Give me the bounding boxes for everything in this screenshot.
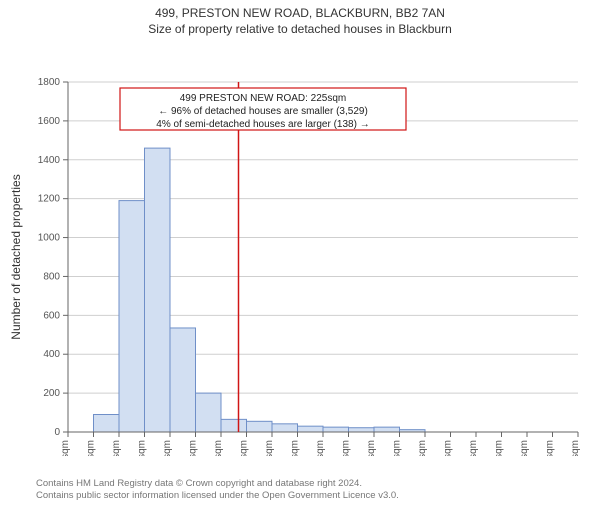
histogram-bar: [323, 427, 349, 432]
histogram-bar: [349, 428, 375, 432]
y-tick-label: 1600: [38, 116, 61, 127]
annotation-line: 499 PRESTON NEW ROAD: 225sqm: [180, 93, 347, 104]
histogram-bar: [247, 421, 273, 432]
histogram-bar: [119, 201, 145, 432]
histogram-bar: [272, 424, 298, 432]
footer-line-2: Contains public sector information licen…: [36, 490, 399, 502]
y-tick-label: 600: [43, 310, 60, 321]
y-tick-label: 0: [54, 427, 60, 438]
x-tick-label: 236sqm: [239, 440, 250, 456]
x-tick-label: 135sqm: [162, 440, 173, 456]
x-tick-label: 639sqm: [545, 440, 556, 456]
x-tick-label: 303sqm: [290, 440, 301, 456]
x-tick-label: 0sqm: [60, 440, 71, 456]
histogram-bar: [170, 328, 196, 432]
x-tick-label: 572sqm: [494, 440, 505, 456]
y-tick-label: 1400: [38, 155, 61, 166]
x-tick-label: 538sqm: [468, 440, 479, 456]
annotation-line: 4% of semi-detached houses are larger (1…: [156, 119, 369, 130]
histogram-bar: [374, 427, 400, 432]
histogram-bar: [196, 393, 222, 432]
footer-attribution: Contains HM Land Registry data © Crown c…: [36, 478, 399, 502]
y-tick-label: 200: [43, 388, 60, 399]
x-tick-label: 168sqm: [188, 440, 199, 456]
x-tick-label: 370sqm: [341, 440, 352, 456]
x-tick-label: 101sqm: [137, 440, 148, 456]
x-tick-label: 437sqm: [392, 440, 403, 456]
x-tick-label: 34sqm: [86, 440, 97, 456]
histogram-bar: [145, 148, 171, 432]
y-tick-label: 1000: [38, 233, 61, 244]
histogram-bar: [298, 426, 324, 432]
x-tick-label: 67sqm: [111, 440, 122, 456]
x-tick-label: 404sqm: [366, 440, 377, 456]
page-title-address: 499, PRESTON NEW ROAD, BLACKBURN, BB2 7A…: [0, 6, 600, 20]
page-subtitle: Size of property relative to detached ho…: [0, 22, 600, 36]
x-tick-label: 606sqm: [519, 440, 530, 456]
chart-svg: 0 200 400 600 800 1000 1200 1400 1600 1800 0sqm 34s…: [0, 36, 600, 456]
x-tick-label: 269sqm: [264, 440, 275, 456]
x-tick-label: 673sqm: [570, 440, 581, 456]
histogram-bar: [221, 419, 247, 432]
histogram-chart: 0 200 400 600 800 1000 1200 1400 1600 1800 0sqm 34s…: [0, 36, 600, 456]
x-tick-label: 471sqm: [417, 440, 428, 456]
annotation-line: ← 96% of detached houses are smaller (3,…: [158, 106, 368, 117]
y-tick-label: 1200: [38, 194, 61, 205]
y-tick-label: 1800: [38, 77, 61, 88]
y-tick-label: 800: [43, 271, 60, 282]
x-tick-label: 337sqm: [315, 440, 326, 456]
y-tick-label: 400: [43, 349, 60, 360]
y-axis-label: Number of detached properties: [9, 174, 23, 339]
footer-line-1: Contains HM Land Registry data © Crown c…: [36, 478, 399, 490]
histogram-bar: [94, 415, 120, 433]
x-tick-label: 505sqm: [443, 440, 454, 456]
x-tick-label: 202sqm: [213, 440, 224, 456]
